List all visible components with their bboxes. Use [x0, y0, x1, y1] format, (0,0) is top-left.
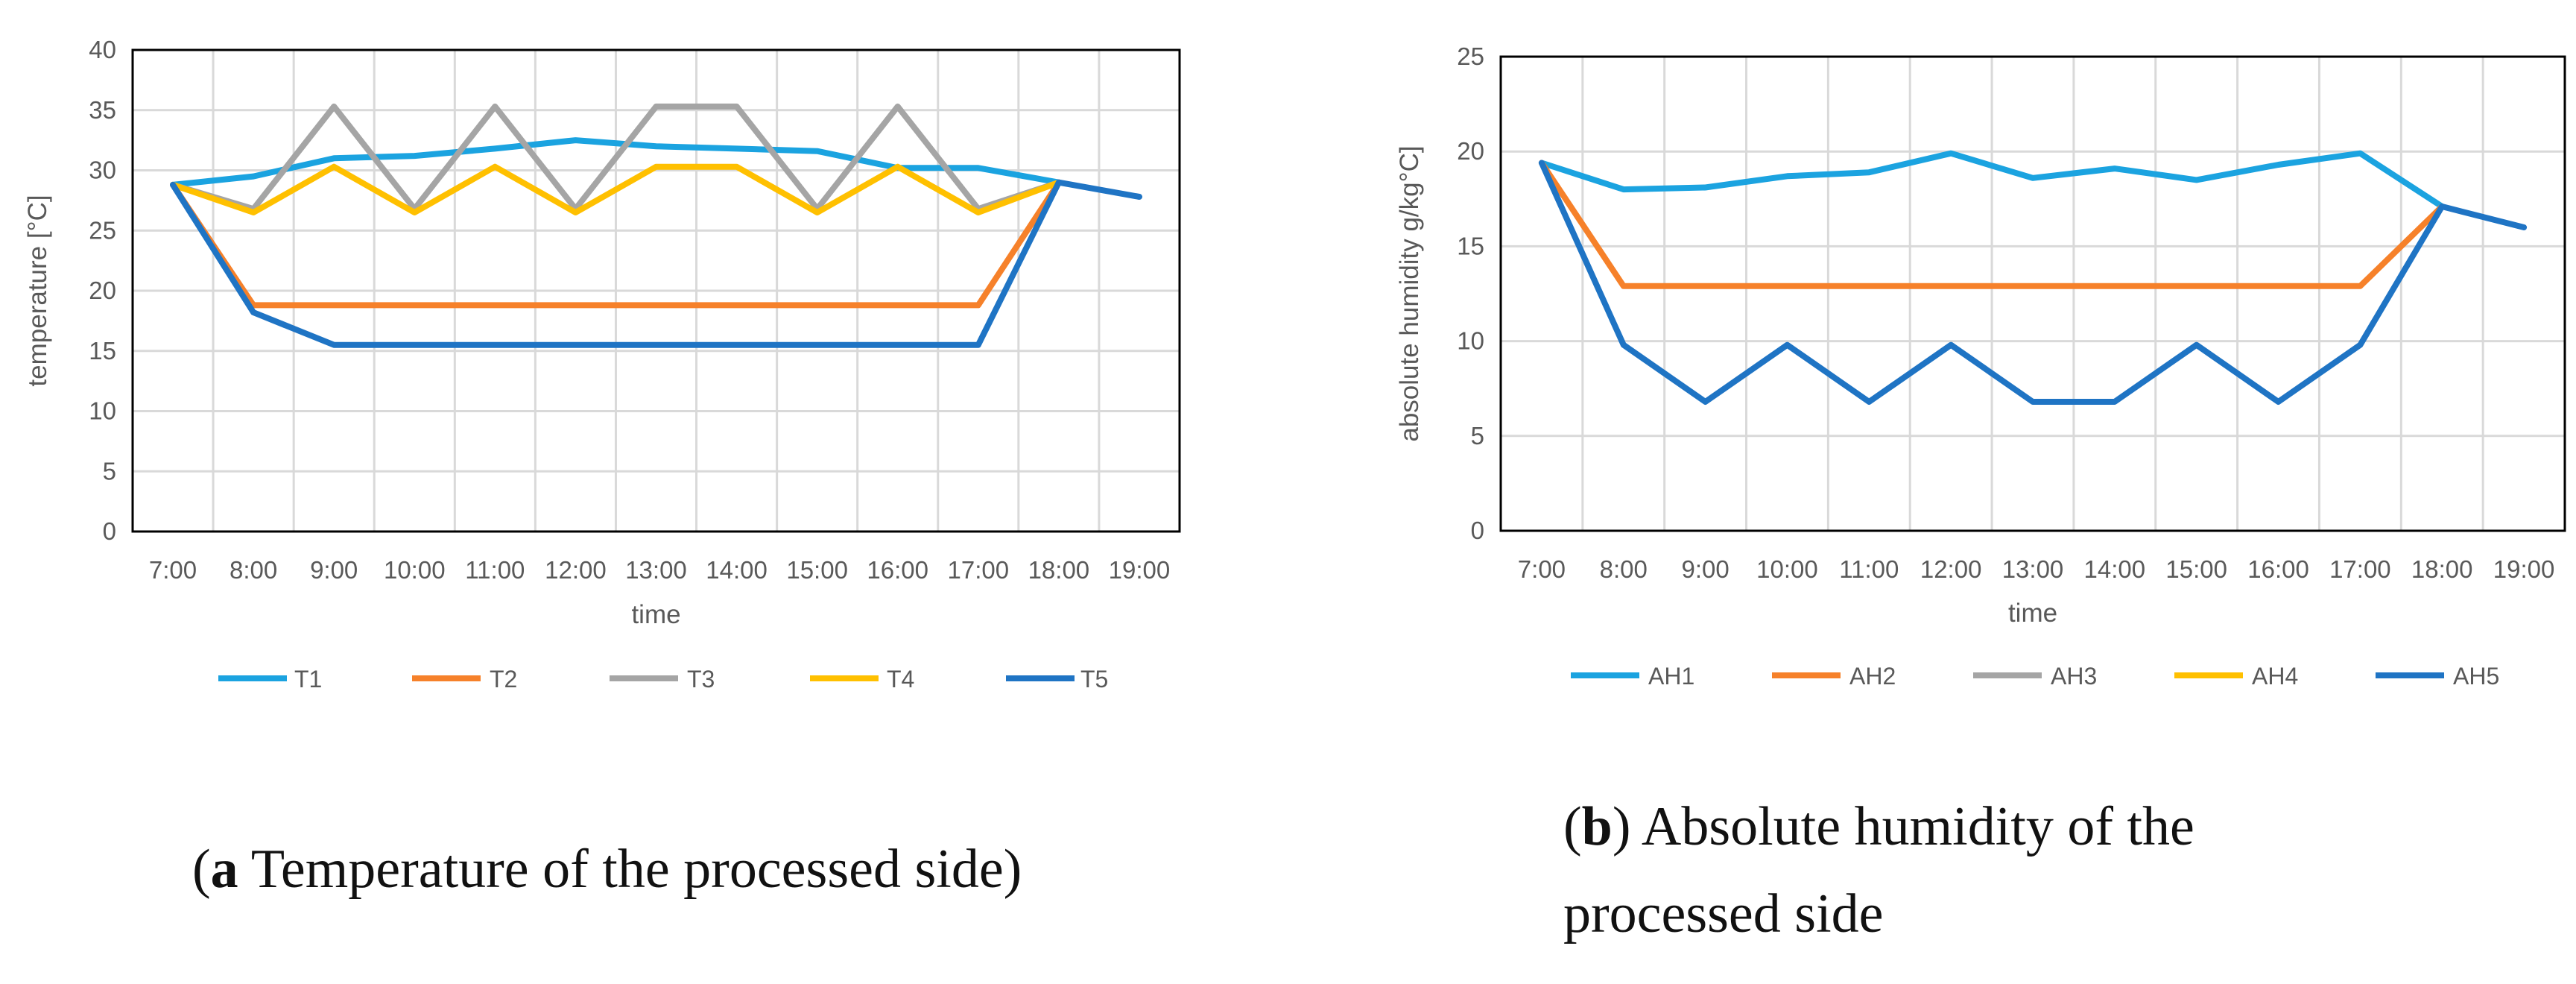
hum-xtick-label: 14:00 [2084, 555, 2146, 583]
hum-xtick-label: 10:00 [1756, 555, 1818, 583]
temp-series-t2-line [170, 179, 1062, 309]
hum-legend-label-ah2: AH2 [1849, 663, 1896, 690]
hum-xtick-label: 19:00 [2493, 555, 2555, 583]
caption-b-text: Absolute humidity of the [1630, 796, 2194, 857]
temp-xtick-label: 7:00 [149, 556, 197, 584]
temp-ytick-label: 35 [89, 96, 116, 124]
hum-legend-label-ah4: AH4 [2252, 663, 2298, 690]
temp-ytick-label: 10 [89, 397, 116, 425]
hum-xtick-label: 8:00 [1600, 555, 1648, 583]
temp-legend-label-t2: T2 [490, 666, 517, 693]
temp-ytick-label: 20 [89, 277, 116, 304]
temp-xtick-label: 18:00 [1028, 556, 1090, 584]
hum-series-ah2-line [1538, 160, 2446, 289]
temperature-chart: 0 5 10 15 20 25 30 35 40 7:00 8:00 9:00 10:00 11:00 12… [23, 36, 1181, 693]
temp-legend-label-t1: T1 [294, 666, 322, 693]
hum-xtick-label: 11:00 [1839, 555, 1899, 583]
temp-ytick-label: 25 [89, 216, 116, 244]
hum-xtick-label: 15:00 [2165, 555, 2227, 583]
hum-legend-label-ah5: AH5 [2453, 663, 2499, 690]
temp-xtick-label: 17:00 [948, 556, 1010, 584]
temp-ytick-label: 30 [89, 157, 116, 184]
temp-xtick-label: 10:00 [384, 556, 446, 584]
temp-plot-frame [131, 48, 1181, 533]
temp-xtick-label: 12:00 [545, 556, 607, 584]
hum-ytick-label: 10 [1457, 327, 1484, 355]
hum-xtick-label: 18:00 [2411, 555, 2473, 583]
hum-series-ah5-line [1538, 160, 2528, 405]
hum-xtick-label: 12:00 [1920, 555, 1982, 583]
hum-ytick-label: 25 [1457, 42, 1484, 70]
hum-ytick-label: 15 [1457, 232, 1484, 259]
caption-b-line2: processed side [1563, 883, 1883, 944]
temp-xtick-label: 13:00 [625, 556, 687, 584]
caption-a-text: Temperature of the processed side [238, 839, 1004, 900]
temp-series-t5-line [170, 179, 1142, 348]
hum-y-axis-label: absolute humidity g/kg°C] [1395, 145, 1424, 441]
hum-xtick-label: 9:00 [1681, 555, 1729, 583]
temp-ytick-label: 15 [89, 337, 116, 365]
temp-legend-label-t4: T4 [887, 666, 914, 693]
caption-a: (a Temperature of the processed side) [192, 839, 1022, 900]
temp-series-t4-line [170, 163, 1062, 215]
temp-xtick-label: 16:00 [867, 556, 928, 584]
hum-ytick-label: 0 [1471, 517, 1484, 544]
hum-plot-frame [1499, 55, 2566, 532]
temp-xtick-label: 9:00 [310, 556, 358, 584]
temp-ytick-label: 5 [103, 457, 116, 485]
caption-b-letter: b [1582, 796, 1613, 857]
hum-xtick-label: 16:00 [2247, 555, 2309, 583]
temp-xtick-label: 8:00 [230, 556, 277, 584]
hum-xtick-label: 13:00 [2002, 555, 2064, 583]
temp-legend-label-t5: T5 [1080, 666, 1108, 693]
humidity-chart: 0 5 10 15 20 25 7:00 8:00 9:00 10:00 11:00 12:00 13:… [1395, 42, 2566, 690]
hum-x-axis-label: time [2008, 599, 2057, 628]
temp-series-t3-line [170, 103, 1062, 212]
temp-xtick-label: 19:00 [1109, 556, 1171, 584]
hum-legend-label-ah3: AH3 [2051, 663, 2097, 690]
hum-ytick-label: 20 [1457, 137, 1484, 165]
temp-xtick-label: 11:00 [465, 556, 525, 584]
temp-xtick-label: 14:00 [706, 556, 768, 584]
caption-a-letter: a [211, 839, 238, 900]
hum-ytick-label: 5 [1471, 422, 1484, 450]
hum-series-ah1-line [1538, 150, 2446, 209]
hum-xtick-label: 17:00 [2329, 555, 2391, 583]
caption-b-line1: (b) Absolute humidity of the [1563, 796, 2194, 857]
hum-legend-label-ah1: AH1 [1648, 663, 1694, 690]
temp-ytick-label: 40 [89, 36, 116, 63]
temp-xtick-label: 15:00 [786, 556, 848, 584]
hum-xtick-label: 7:00 [1518, 555, 1566, 583]
temp-ytick-label: 0 [103, 517, 116, 545]
temp-series-t1-line [170, 137, 1062, 188]
temp-x-axis-label: time [631, 600, 680, 629]
temp-y-axis-label: temperature [°C] [23, 195, 52, 386]
temp-legend-label-t3: T3 [687, 666, 715, 693]
